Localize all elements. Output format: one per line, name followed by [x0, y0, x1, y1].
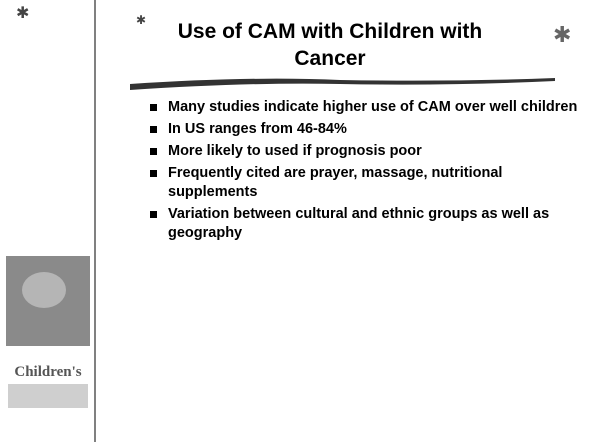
bullet-list: Many studies indicate higher use of CAM … — [148, 98, 578, 246]
slide: ✱ ✱ ✱ Use of CAM with Children with Canc… — [0, 0, 592, 442]
bullet: Frequently cited are prayer, massage, nu… — [148, 164, 578, 202]
slide-title: Use of CAM with Children with Cancer — [150, 18, 510, 72]
photo-detail — [22, 272, 66, 308]
logo-text: Children's — [6, 364, 90, 381]
star-icon: ✱ — [16, 5, 29, 22]
bullet: More likely to used if prognosis poor — [148, 142, 578, 161]
brush-stroke — [130, 78, 555, 90]
bullet: Variation between cultural and ethnic gr… — [148, 205, 578, 243]
star-icon: ✱ — [136, 13, 146, 27]
star-icon: ✱ — [553, 22, 571, 47]
logo-band — [8, 384, 88, 408]
bullet: Many studies indicate higher use of CAM … — [148, 98, 578, 117]
bullet: In US ranges from 46-84% — [148, 120, 578, 139]
